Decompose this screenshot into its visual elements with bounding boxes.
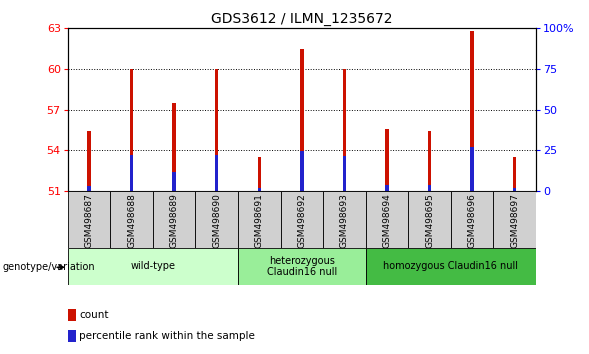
Text: GSM498695: GSM498695 xyxy=(425,193,434,248)
Text: GSM498697: GSM498697 xyxy=(510,193,519,248)
Text: homozygous Claudin16 null: homozygous Claudin16 null xyxy=(383,261,518,272)
Title: GDS3612 / ILMN_1235672: GDS3612 / ILMN_1235672 xyxy=(211,12,393,26)
Bar xyxy=(196,191,238,248)
Bar xyxy=(343,69,346,191)
Bar xyxy=(513,188,517,191)
Bar xyxy=(68,248,238,285)
Text: GSM498688: GSM498688 xyxy=(127,193,136,248)
Bar xyxy=(300,151,303,191)
Bar xyxy=(87,187,91,191)
Bar xyxy=(87,131,91,191)
Text: GSM498690: GSM498690 xyxy=(212,193,221,248)
Bar xyxy=(366,248,536,285)
Bar xyxy=(257,188,261,191)
Bar xyxy=(215,69,219,191)
Bar xyxy=(280,191,323,248)
Bar xyxy=(68,330,75,342)
Text: GSM498691: GSM498691 xyxy=(255,193,264,248)
Bar xyxy=(408,191,451,248)
Text: GSM498687: GSM498687 xyxy=(84,193,94,248)
Text: percentile rank within the sample: percentile rank within the sample xyxy=(79,331,255,341)
Bar xyxy=(366,191,408,248)
Bar xyxy=(130,69,133,191)
Bar xyxy=(471,31,474,191)
Text: GSM498689: GSM498689 xyxy=(170,193,178,248)
Bar xyxy=(153,191,196,248)
Bar xyxy=(428,185,431,191)
Bar xyxy=(471,147,474,191)
Bar xyxy=(257,157,261,191)
Bar xyxy=(238,191,280,248)
Bar xyxy=(215,154,219,191)
Bar xyxy=(173,172,176,191)
Text: heterozygous
Claudin16 null: heterozygous Claudin16 null xyxy=(267,256,337,277)
Text: GSM498693: GSM498693 xyxy=(340,193,349,248)
Bar xyxy=(513,157,517,191)
Text: count: count xyxy=(79,310,108,320)
Bar xyxy=(110,191,153,248)
Bar xyxy=(323,191,366,248)
Bar xyxy=(130,154,133,191)
Bar xyxy=(494,191,536,248)
Bar xyxy=(68,191,110,248)
Text: genotype/variation: genotype/variation xyxy=(3,262,95,272)
Bar xyxy=(451,191,494,248)
Bar xyxy=(343,156,346,191)
Text: GSM498694: GSM498694 xyxy=(382,193,392,248)
Text: wild-type: wild-type xyxy=(130,261,176,272)
Bar xyxy=(385,129,389,191)
Bar xyxy=(300,48,303,191)
Text: GSM498692: GSM498692 xyxy=(297,193,306,248)
Bar xyxy=(238,248,366,285)
Bar xyxy=(68,309,75,321)
Bar xyxy=(428,131,431,191)
Bar xyxy=(385,185,389,191)
Text: GSM498696: GSM498696 xyxy=(468,193,477,248)
Bar xyxy=(173,103,176,191)
